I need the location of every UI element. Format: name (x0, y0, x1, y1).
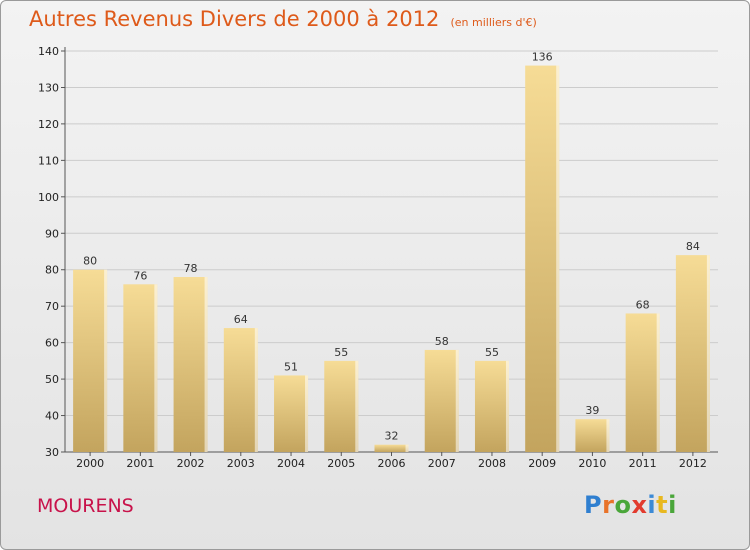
chart-subtitle: (en milliers d'€) (450, 16, 537, 29)
x-tick-label: 2007 (428, 457, 456, 470)
brand-logo: Proxiti (584, 491, 677, 519)
bar-highlight (706, 255, 710, 452)
y-tick-label: 80 (45, 264, 59, 277)
bar-highlight (305, 375, 309, 452)
bar-2004 (274, 375, 309, 452)
place-name: MOURENS (37, 495, 134, 517)
x-tick-label: 2003 (227, 457, 255, 470)
bar-2012 (675, 255, 710, 452)
bar-2005 (324, 360, 359, 452)
bar-2009 (525, 65, 560, 452)
x-tick-label: 2011 (629, 457, 657, 470)
chart-title: Autres Revenus Divers de 2000 à 2012 (29, 7, 440, 31)
bar-2006 (374, 444, 409, 452)
y-tick-label: 70 (45, 300, 59, 313)
data-label: 76 (133, 269, 147, 282)
brand-logo-letter: r (602, 491, 615, 519)
y-tick-label: 110 (38, 154, 59, 167)
data-label: 84 (686, 240, 700, 253)
bar-highlight (355, 360, 359, 452)
brand-logo-letter: P (584, 491, 603, 519)
bar-highlight (104, 269, 108, 452)
x-tick-label: 2008 (478, 457, 506, 470)
bar-2003 (223, 328, 258, 452)
x-tick-label: 2005 (327, 457, 355, 470)
data-label: 136 (532, 51, 553, 64)
bar-highlight (656, 313, 660, 452)
y-tick-label: 50 (45, 373, 59, 386)
data-label: 80 (83, 255, 97, 268)
bar-highlight (204, 277, 208, 452)
x-tick-label: 2010 (578, 457, 606, 470)
bar-2000 (73, 269, 108, 452)
y-tick-label: 130 (38, 81, 59, 94)
brand-logo-letter: o (614, 491, 632, 519)
bar-2002 (173, 277, 208, 452)
x-tick-label: 2001 (126, 457, 154, 470)
bar-highlight (556, 65, 560, 452)
bar-highlight (405, 444, 409, 452)
x-tick-label: 2009 (528, 457, 556, 470)
x-tick-label: 2006 (378, 457, 406, 470)
brand-logo-letter: i (647, 491, 657, 519)
x-tick-label: 2004 (277, 457, 305, 470)
brand-logo-letter: t (656, 491, 669, 519)
bar-2011 (625, 313, 660, 452)
y-tick-label: 60 (45, 337, 59, 350)
brand-logo-letter: i (668, 491, 677, 519)
data-label: 78 (184, 262, 198, 275)
brand-logo-letter: x (631, 491, 648, 519)
bar-2007 (424, 349, 459, 452)
y-tick-label: 140 (38, 45, 59, 58)
data-label: 64 (234, 313, 248, 326)
y-tick-label: 100 (38, 191, 59, 204)
bar-2001 (123, 284, 158, 452)
data-label: 51 (284, 360, 298, 373)
data-label: 58 (435, 335, 449, 348)
bar-highlight (505, 360, 509, 452)
data-label: 39 (585, 404, 599, 417)
bar-highlight (455, 349, 459, 452)
data-label: 68 (636, 298, 650, 311)
bar-2008 (474, 360, 509, 452)
y-tick-label: 40 (45, 410, 59, 423)
x-tick-label: 2000 (76, 457, 104, 470)
data-label: 32 (385, 430, 399, 443)
data-label: 55 (334, 346, 348, 359)
x-tick-label: 2002 (177, 457, 205, 470)
x-tick-label: 2012 (679, 457, 707, 470)
bar-highlight (154, 284, 158, 452)
bar-2010 (575, 419, 610, 452)
chart-header: Autres Revenus Divers de 2000 à 2012 (en… (29, 7, 537, 31)
data-label: 55 (485, 346, 499, 359)
y-tick-label: 120 (38, 118, 59, 131)
bar-highlight (254, 328, 258, 452)
bar-highlight (606, 419, 610, 452)
y-tick-label: 30 (45, 446, 59, 459)
y-tick-label: 90 (45, 227, 59, 240)
